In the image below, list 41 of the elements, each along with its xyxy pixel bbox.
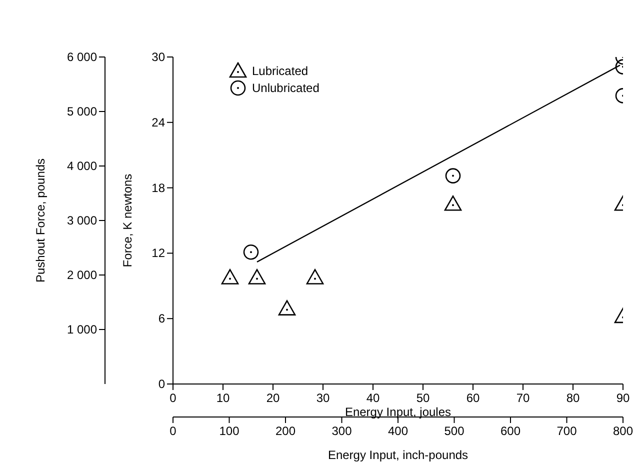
point bbox=[248, 269, 266, 284]
x-tick-label: 0 bbox=[170, 391, 177, 405]
y2-axis-title: Pushout Force, pounds bbox=[33, 158, 48, 283]
x-axis-title: Energy Input, joules bbox=[344, 405, 452, 419]
y-tick-label: 6 bbox=[158, 312, 166, 326]
x-tick-label: 40 bbox=[366, 391, 380, 405]
x2-tick-label: 0 bbox=[170, 424, 177, 438]
y-tick-label: 12 bbox=[152, 246, 166, 260]
legend-label: Unlubricated bbox=[252, 80, 320, 94]
y-tick-label: 30 bbox=[152, 50, 166, 64]
x2-tick-label: 200 bbox=[275, 424, 296, 438]
y-tick-label: 18 bbox=[152, 180, 166, 195]
y2-tick-label: 5 000 bbox=[66, 104, 98, 118]
x2-tick-label: 500 bbox=[444, 424, 465, 438]
x-tick-label: 50 bbox=[416, 391, 430, 405]
x-tick-label: 20 bbox=[266, 391, 280, 405]
y2-tick-label: 3 000 bbox=[66, 214, 98, 228]
x2-tick-label: 400 bbox=[388, 424, 408, 438]
point bbox=[306, 269, 324, 284]
x2-axis-title: Energy Input, inch-pounds bbox=[328, 448, 468, 462]
point bbox=[278, 300, 296, 316]
x-tick-label: 60 bbox=[466, 391, 480, 405]
x-tick-label: 80 bbox=[566, 391, 580, 405]
legend-label: Lubricated bbox=[252, 64, 308, 78]
point bbox=[221, 269, 239, 284]
x2-tick-label: 600 bbox=[500, 424, 521, 438]
y-tick-label: 0 bbox=[158, 377, 166, 391]
x2-tick-label: 800 bbox=[612, 424, 634, 438]
x-tick-label: 90 bbox=[616, 391, 630, 405]
x2-tick-label: 700 bbox=[556, 424, 578, 438]
y2-tick-label: 6 000 bbox=[66, 50, 98, 64]
y-axis-title: Force, K newtons bbox=[120, 174, 134, 268]
x2-tick-label: 100 bbox=[219, 424, 240, 438]
y2-tick-label: 4 000 bbox=[66, 159, 98, 173]
x-tick-label: 70 bbox=[516, 391, 530, 405]
x-tick-label: 10 bbox=[216, 391, 230, 405]
y2-tick-label: 2 000 bbox=[66, 268, 98, 282]
y-tick-label: 24 bbox=[152, 115, 166, 130]
x-tick-label: 30 bbox=[316, 391, 330, 405]
x2-tick-label: 300 bbox=[332, 424, 352, 438]
y2-tick-label: 1 000 bbox=[66, 322, 98, 336]
